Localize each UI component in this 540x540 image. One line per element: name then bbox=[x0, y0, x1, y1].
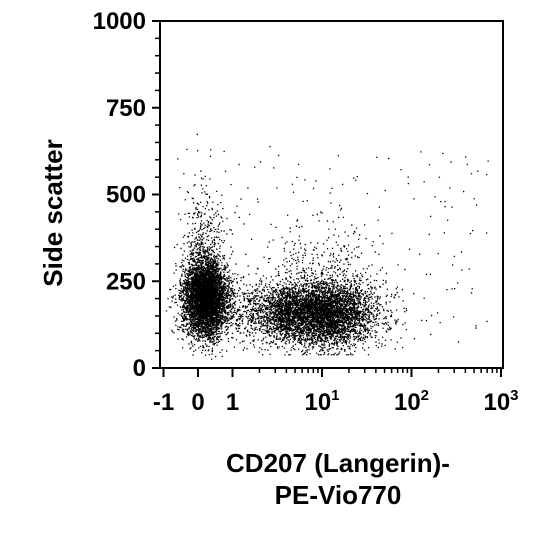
x-tick-label: -1 bbox=[153, 389, 174, 416]
x-axis-title-line-1: CD207 (Langerin)- bbox=[226, 448, 450, 478]
y-axis-title: Side scatter bbox=[38, 139, 68, 286]
y-tick-label: 500 bbox=[106, 182, 146, 209]
y-axis: 0 250 500 750 1000 bbox=[93, 8, 160, 382]
x-tick-label: 101 bbox=[304, 387, 339, 416]
x-axis: -1 0 1 101 102 103 bbox=[153, 368, 519, 416]
y-tick-label: 750 bbox=[106, 95, 146, 122]
y-tick-label: 250 bbox=[106, 268, 146, 295]
x-tick-label: 103 bbox=[483, 387, 518, 416]
x-tick-label: 0 bbox=[191, 389, 204, 416]
y-tick-label: 0 bbox=[133, 355, 146, 382]
event-points bbox=[165, 133, 489, 360]
x-axis-title-line-2: PE-Vio770 bbox=[275, 480, 402, 510]
data-points bbox=[165, 133, 489, 360]
x-tick-label: 1 bbox=[226, 389, 239, 416]
y-tick-label: 1000 bbox=[93, 8, 146, 35]
x-tick-label: 102 bbox=[394, 387, 429, 416]
